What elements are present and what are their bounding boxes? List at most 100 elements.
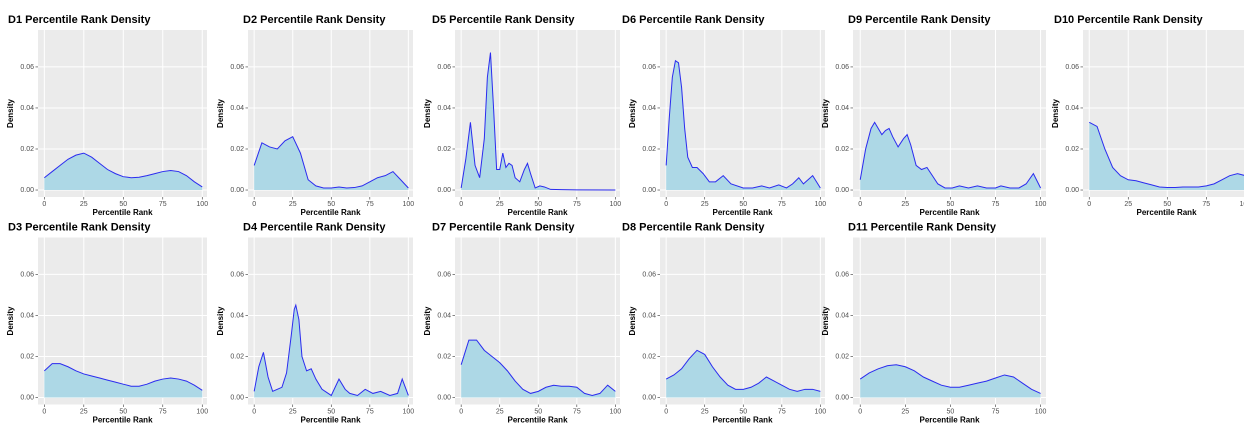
density-line (859, 121, 1042, 189)
x-tick-label: 50 (327, 408, 335, 415)
y-tick-label: 0.04 (230, 105, 244, 112)
x-tick-label: 75 (573, 201, 581, 208)
x-tick-label: 50 (947, 408, 955, 415)
panel: D11 Percentile Rank Density 0.00 0.02 0.04 0… (821, 221, 1046, 423)
y-axis-label: Density (216, 99, 225, 128)
x-axis-label: Percentile Rank (919, 416, 980, 423)
density-area (860, 364, 1041, 398)
x-axis-label: Percentile Rank (507, 416, 568, 423)
x-tick-label: 25 (701, 408, 709, 415)
panel-title: D7 Percentile Rank Density (432, 221, 575, 233)
panel-title: D2 Percentile Rank Density (243, 14, 386, 26)
x-tick-label: 100 (196, 408, 208, 415)
y-tick-label: 0.02 (437, 353, 451, 360)
y-tick-label: 0.06 (437, 271, 451, 278)
y-tick-label: 0.02 (230, 146, 244, 153)
x-tick-label: 100 (1035, 408, 1047, 415)
y-tick-label: 0.04 (20, 105, 34, 112)
y-tick-label: 0.00 (437, 394, 451, 401)
y-tick-label: 0.00 (230, 394, 244, 401)
y-axis-label: Density (6, 306, 15, 335)
x-tick-label: 100 (196, 201, 208, 208)
y-tick-label: 0.02 (835, 353, 849, 360)
y-tick-label: 0.04 (230, 312, 244, 319)
y-tick-label: 0.02 (20, 146, 34, 153)
y-tick-label: 0.06 (835, 271, 849, 278)
y-axis-label: Density (6, 99, 15, 128)
y-tick-label: 0.02 (230, 353, 244, 360)
x-tick-label: 75 (159, 408, 167, 415)
density-line (460, 339, 616, 396)
y-tick-label: 0.02 (1065, 146, 1079, 153)
x-tick-label: 25 (1124, 201, 1132, 208)
x-tick-label: 100 (1035, 201, 1047, 208)
panel-title: D10 Percentile Rank Density (1054, 14, 1203, 26)
density-line (1089, 121, 1244, 189)
panel-title: D3 Percentile Rank Density (8, 221, 151, 233)
y-tick-label: 0.04 (20, 312, 34, 319)
density-area (461, 340, 616, 398)
x-tick-label: 75 (778, 201, 786, 208)
y-tick-label: 0.02 (642, 353, 656, 360)
y-tick-label: 0.06 (835, 64, 849, 71)
x-tick-label: 50 (947, 201, 955, 208)
x-tick-label: 50 (119, 201, 127, 208)
x-tick-label: 25 (289, 408, 297, 415)
y-tick-label: 0.00 (230, 187, 244, 194)
density-line (665, 349, 821, 392)
y-axis-label: Density (423, 306, 432, 335)
panel: D3 Percentile Rank Density 0.00 0.02 0.04 0.… (6, 221, 208, 423)
y-tick-label: 0.00 (835, 187, 849, 194)
x-tick-label: 75 (573, 408, 581, 415)
y-tick-label: 0.02 (20, 353, 34, 360)
y-tick-label: 0.02 (642, 146, 656, 153)
panel: D9 Percentile Rank Density 0.00 0.02 0.04 0.… (821, 14, 1046, 217)
density-area (666, 60, 821, 191)
y-axis-label: Density (423, 99, 432, 128)
density-line (859, 364, 1041, 394)
x-tick-label: 75 (159, 201, 167, 208)
x-tick-label: 25 (496, 408, 504, 415)
x-tick-label: 0 (1087, 201, 1091, 208)
y-tick-label: 0.00 (20, 394, 34, 401)
x-tick-label: 0 (664, 408, 668, 415)
x-tick-label: 0 (858, 201, 862, 208)
x-tick-label: 50 (739, 408, 747, 415)
x-tick-label: 25 (80, 201, 88, 208)
x-axis-label: Percentile Rank (300, 416, 361, 423)
panel: D7 Percentile Rank Density 0.00 0.02 0.04 0.… (423, 221, 621, 423)
x-axis-label: Percentile Rank (712, 208, 773, 217)
x-tick-label: 50 (119, 408, 127, 415)
y-tick-label: 0.04 (642, 312, 656, 319)
panel-title: D11 Percentile Rank Density (848, 221, 997, 233)
y-tick-label: 0.04 (835, 312, 849, 319)
x-tick-label: 25 (496, 201, 504, 208)
x-tick-label: 100 (815, 408, 827, 415)
density-area (44, 153, 203, 191)
x-tick-label: 25 (901, 408, 909, 415)
panel: D2 Percentile Rank Density 0.00 0.02 0.04 0.… (216, 14, 414, 217)
y-tick-label: 0.04 (835, 105, 849, 112)
panel: D10 Percentile Rank Density 0.00 0.02 0.04 0… (1051, 14, 1244, 217)
y-axis-label: Density (821, 306, 830, 335)
y-tick-label: 0.02 (835, 146, 849, 153)
y-tick-label: 0.04 (642, 105, 656, 112)
x-axis-label: Percentile Rank (712, 416, 773, 423)
x-tick-label: 75 (366, 201, 374, 208)
x-tick-label: 0 (664, 201, 668, 208)
density-line (460, 52, 616, 191)
x-tick-label: 25 (80, 408, 88, 415)
density-area (1089, 122, 1244, 191)
x-tick-label: 75 (366, 408, 374, 415)
panel: D1 Percentile Rank Density 0.00 0.02 0.04 0.… (6, 14, 208, 217)
y-tick-label: 0.02 (437, 146, 451, 153)
density-area (860, 122, 1041, 191)
y-tick-label: 0.04 (437, 312, 451, 319)
panel-title: D4 Percentile Rank Density (243, 221, 386, 233)
x-tick-label: 100 (403, 201, 415, 208)
y-tick-label: 0.06 (1065, 64, 1079, 71)
y-axis-label: Density (628, 306, 637, 335)
density-area (44, 363, 203, 398)
